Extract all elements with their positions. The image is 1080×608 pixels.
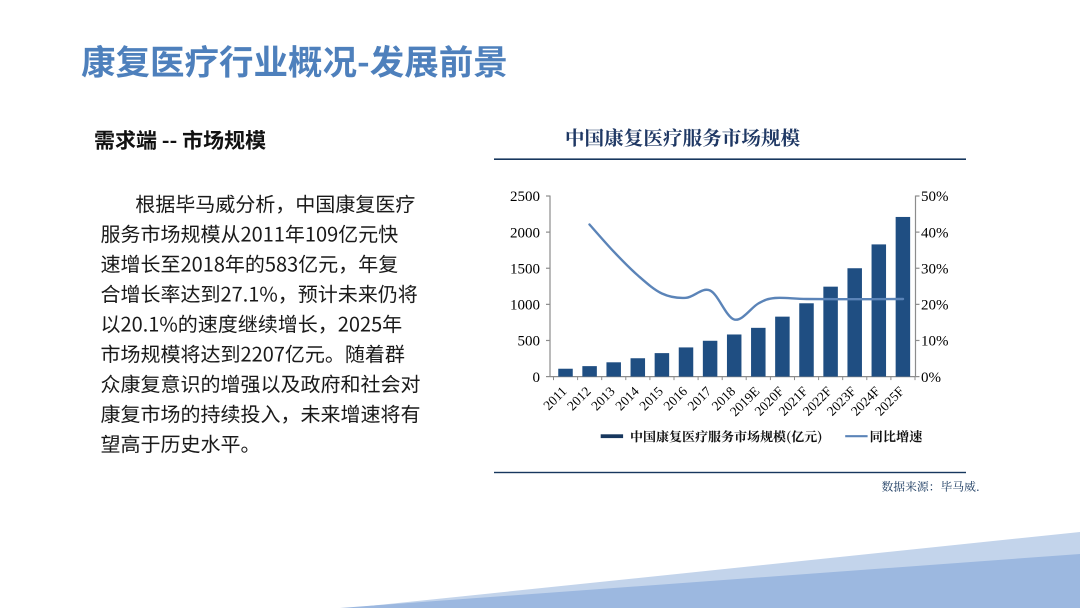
svg-text:1500: 1500: [510, 261, 540, 277]
svg-text:50%: 50%: [921, 189, 949, 205]
svg-text:0: 0: [533, 370, 541, 386]
svg-text:1000: 1000: [510, 298, 540, 314]
svg-text:10%: 10%: [921, 334, 949, 350]
svg-text:2011: 2011: [540, 384, 569, 413]
svg-text:40%: 40%: [921, 225, 949, 241]
svg-text:2012: 2012: [564, 384, 594, 414]
svg-text:30%: 30%: [921, 261, 949, 277]
svg-text:20%: 20%: [921, 298, 949, 314]
svg-text:2013: 2013: [588, 383, 618, 413]
svg-text:2025F: 2025F: [872, 383, 907, 418]
svg-text:2017: 2017: [685, 383, 715, 413]
svg-text:500: 500: [518, 334, 541, 350]
svg-text:2000: 2000: [510, 225, 540, 241]
svg-text:2015: 2015: [636, 383, 666, 413]
svg-text:2014: 2014: [612, 383, 642, 413]
svg-text:0%: 0%: [921, 370, 941, 386]
svg-text:2500: 2500: [510, 189, 540, 205]
svg-text:2016: 2016: [660, 383, 690, 413]
